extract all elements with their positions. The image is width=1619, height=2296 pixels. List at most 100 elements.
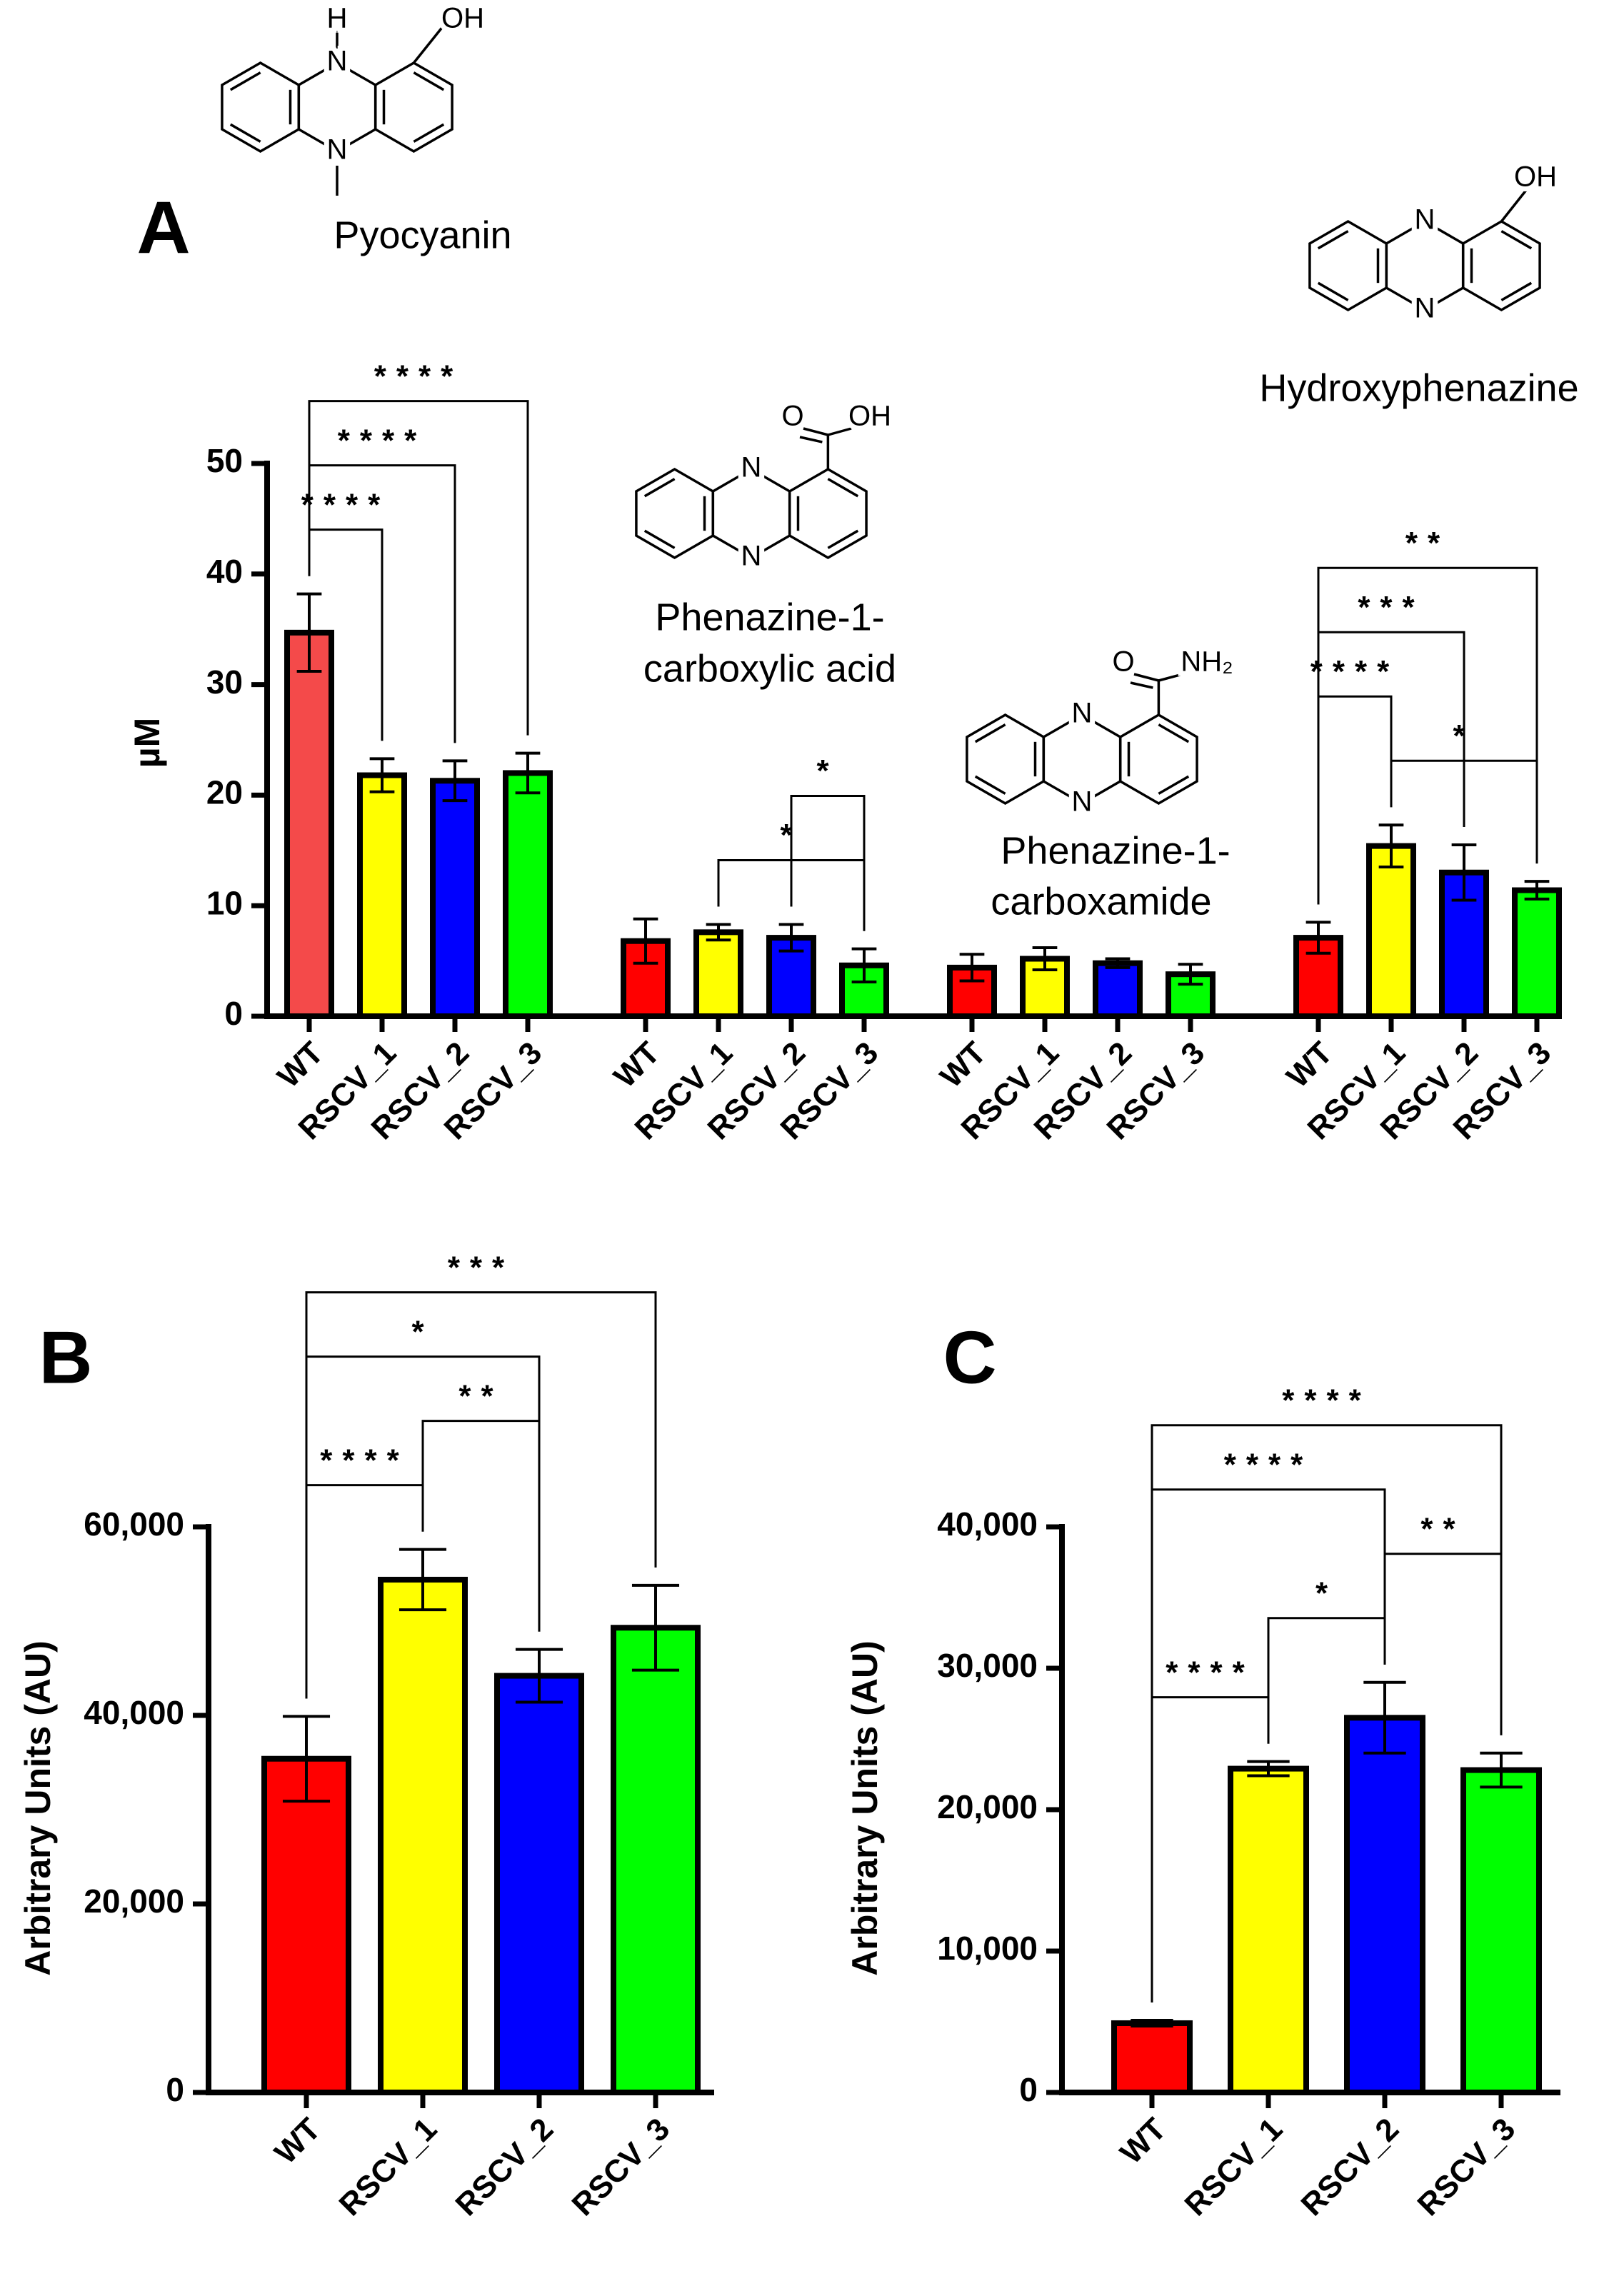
bond — [229, 71, 261, 91]
bond — [827, 529, 859, 549]
bar — [1460, 1767, 1542, 2096]
bond — [1158, 723, 1190, 743]
significance-label: **** — [1224, 1447, 1313, 1482]
bar — [261, 1755, 351, 2095]
bar — [1344, 1715, 1425, 2096]
y-tick-label: 50 — [206, 442, 243, 479]
significance-label: * — [411, 1314, 433, 1349]
x-tick-label: WT — [1280, 1036, 1339, 1095]
compound-name: Pyocyanin — [334, 214, 511, 256]
bar — [378, 1576, 468, 2095]
panel-label: C — [943, 1316, 996, 1399]
ring — [221, 61, 301, 154]
significance-label: * — [1453, 718, 1475, 753]
bar — [611, 1625, 701, 2095]
significance-label: **** — [338, 423, 427, 458]
ring — [788, 467, 868, 560]
bond — [413, 71, 445, 91]
compound-name: Phenazine-1- — [655, 596, 884, 638]
significance-label: *** — [448, 1250, 514, 1285]
significance-bracket — [1317, 566, 1538, 905]
bar — [693, 929, 743, 1020]
y-tick-label: 40,000 — [84, 1694, 184, 1731]
bond — [1500, 186, 1530, 223]
bond — [827, 478, 859, 498]
x-tick-label: RSCV_1 — [1178, 2112, 1290, 2223]
atom-label: O — [1112, 646, 1134, 678]
bar — [357, 772, 407, 1019]
significance-label: **** — [374, 359, 463, 393]
bond — [1317, 281, 1349, 301]
x-tick-label: RSCV_2 — [449, 2112, 561, 2223]
significance-label: * — [816, 753, 838, 788]
y-tick-label: 0 — [166, 2071, 184, 2108]
y-tick-label: 20,000 — [84, 1883, 184, 1920]
y-tick-label: 40 — [206, 553, 243, 590]
bar — [947, 964, 997, 1019]
significance-label: **** — [320, 1443, 409, 1478]
y-tick-label: 10 — [206, 884, 243, 921]
bond — [974, 775, 1006, 795]
x-tick-label: WT — [933, 1036, 993, 1095]
bond — [1500, 281, 1533, 301]
bar — [1366, 843, 1416, 1020]
bond — [643, 529, 676, 549]
y-tick-label: 20 — [206, 774, 243, 811]
y-tick-label: 20,000 — [937, 1788, 1038, 1825]
x-tick-label: RSCV_1 — [333, 2112, 444, 2223]
atom-label: N — [741, 541, 762, 572]
bar — [1093, 960, 1143, 1020]
atom-label: H — [327, 3, 348, 34]
x-tick-label: RSCV_2 — [1295, 2112, 1406, 2223]
y-tick-label: 30,000 — [937, 1647, 1038, 1684]
ring — [1308, 219, 1388, 312]
atom-label: O — [781, 401, 803, 432]
y-axis-title: µM — [127, 718, 167, 768]
y-axis-title: Arbitrary Units (AU) — [18, 1640, 58, 1975]
x-tick-label: WT — [271, 1036, 330, 1095]
bond — [643, 478, 676, 498]
y-tick-label: 40,000 — [937, 1505, 1038, 1543]
significance-bracket — [308, 400, 529, 736]
bond — [974, 723, 1006, 743]
atom-label: NH₂ — [1181, 646, 1233, 678]
x-tick-label: WT — [607, 1036, 666, 1095]
ring — [1461, 219, 1541, 312]
significance-label: ** — [458, 1378, 503, 1413]
atom-label: N — [327, 134, 348, 166]
y-tick-label: 30 — [206, 663, 243, 701]
bond — [413, 26, 443, 64]
ring — [374, 61, 453, 154]
ring — [635, 467, 715, 560]
bar — [503, 770, 553, 1019]
ring — [1118, 713, 1198, 806]
significance-label: ** — [1420, 1511, 1465, 1546]
atom-label: N — [741, 452, 762, 483]
ring — [966, 713, 1046, 806]
bond — [803, 427, 828, 436]
y-tick-label: 60,000 — [84, 1505, 184, 1543]
panel-label: A — [136, 186, 190, 269]
bond — [1158, 673, 1183, 682]
x-tick-label: RSCV_3 — [566, 2112, 677, 2223]
y-axis-title: Arbitrary Units (AU) — [845, 1640, 885, 1975]
bar — [1111, 2020, 1193, 2095]
bond — [1130, 681, 1153, 689]
significance-bracket — [1383, 1553, 1503, 1735]
atom-label: OH — [1514, 161, 1557, 193]
significance-bracket — [790, 795, 866, 931]
significance-label: **** — [301, 487, 391, 522]
x-tick-label: WT — [268, 2112, 327, 2171]
y-tick-label: 10,000 — [937, 1930, 1038, 1967]
bond — [413, 123, 445, 143]
atom-label: OH — [848, 401, 891, 432]
bond — [1158, 775, 1190, 795]
atom-label: N — [327, 46, 348, 77]
compound-name: Hydroxyphenazine — [1259, 366, 1578, 409]
significance-bracket — [1151, 1424, 1503, 2003]
compound-name: carboxamide — [991, 880, 1211, 923]
significance-bracket — [305, 1291, 657, 1699]
significance-label: * — [1315, 1575, 1338, 1610]
atom-label: N — [1415, 293, 1435, 324]
